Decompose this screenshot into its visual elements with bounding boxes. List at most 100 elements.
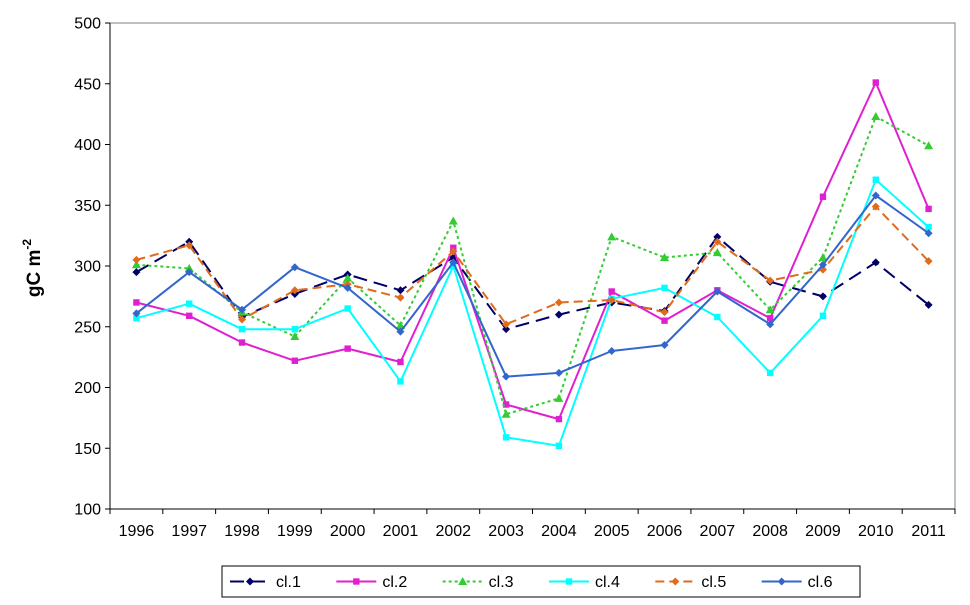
data-point [133,299,140,306]
data-point [344,305,351,312]
data-point [765,305,775,314]
x-tick-label: 2009 [805,523,841,540]
data-point [238,325,246,333]
data-point [819,193,827,200]
y-tick-label: 100 [74,502,101,519]
data-point [396,327,405,336]
y-tick-label: 500 [74,16,101,33]
data-point [924,229,933,238]
y-tick-label: 150 [74,441,101,458]
data-point [290,331,300,340]
data-point [607,296,616,305]
legend-label: cl.1 [276,574,301,591]
y-tick-label: 350 [74,198,101,215]
legend-swatch-marker [246,577,254,586]
data-point [132,255,141,264]
x-tick-label: 2002 [435,523,471,540]
data-point [502,325,511,334]
x-tick-label: 2001 [383,523,419,540]
x-tick-label: 2004 [541,523,577,540]
data-point [291,325,299,333]
legend-item: cl.5 [655,574,726,591]
series-line [135,235,930,331]
data-point [133,315,140,322]
legend-label: cl.3 [489,574,514,591]
data-point [766,315,774,322]
data-point [766,276,775,285]
data-point [501,409,511,418]
y-tick-label: 450 [74,76,101,93]
data-point [554,368,563,377]
legend-label: cl.2 [382,574,407,591]
legend-swatch-marker [458,577,468,585]
data-point [238,305,247,314]
legend-label: cl.4 [595,574,620,591]
data-point [924,300,933,309]
data-point [290,263,299,272]
legend-swatch-marker [565,578,573,585]
data-point [924,257,933,266]
data-point [872,79,879,86]
data-point [608,288,615,295]
data-point [555,415,563,423]
data-point [185,268,194,277]
data-point [661,284,668,292]
data-point [713,237,722,246]
x-tick-label: 2005 [594,523,630,540]
y-tick-label: 250 [74,319,101,336]
data-point [290,286,299,295]
data-point [395,321,405,330]
legend-item: cl.3 [442,574,514,591]
data-point [871,202,880,211]
data-point [713,287,722,296]
legend-item: cl.2 [336,574,407,591]
series-cl5 [132,202,933,329]
data-point [238,315,247,324]
data-point [132,309,141,318]
data-point [554,393,564,402]
y-tick-label: 300 [74,259,101,276]
data-point [714,313,721,321]
data-point [131,260,141,269]
data-point [871,112,881,121]
x-tick-label: 1999 [277,523,313,540]
data-point [502,372,511,381]
data-point [818,260,827,269]
series-line [136,115,930,416]
data-point [871,258,880,267]
data-point [818,252,828,261]
data-point [766,369,774,377]
data-point [343,273,353,282]
y-tick-label: 200 [74,380,101,397]
data-point [184,263,194,272]
legend-swatch-marker [353,578,360,585]
data-point [661,317,668,324]
legend-item: cl.6 [761,574,833,591]
data-point [925,223,932,231]
x-tick-label: 2006 [647,523,683,540]
x-tick-label: 1998 [224,523,260,540]
data-point [448,216,458,225]
data-point [343,283,352,292]
x-tick-label: 2007 [700,523,736,540]
x-tick-label: 2003 [488,523,524,540]
y-axis-title: gC m-2 [20,239,45,297]
data-point [660,308,669,317]
legend-item: cl.1 [230,574,301,591]
series-line [136,178,930,447]
data-point [872,176,879,183]
y-tick-label: 400 [74,137,101,154]
series-cl3 [131,112,934,418]
data-point [871,191,880,200]
data-point [819,312,827,320]
data-point [766,320,775,329]
series-cl6 [132,191,933,381]
data-point [397,358,404,366]
data-point [607,232,617,241]
data-point [712,248,722,257]
legend-swatch-marker [777,577,786,586]
data-point [185,241,194,250]
x-tick-label: 2000 [330,523,366,540]
series-line [136,81,930,421]
plot-area [109,22,956,510]
